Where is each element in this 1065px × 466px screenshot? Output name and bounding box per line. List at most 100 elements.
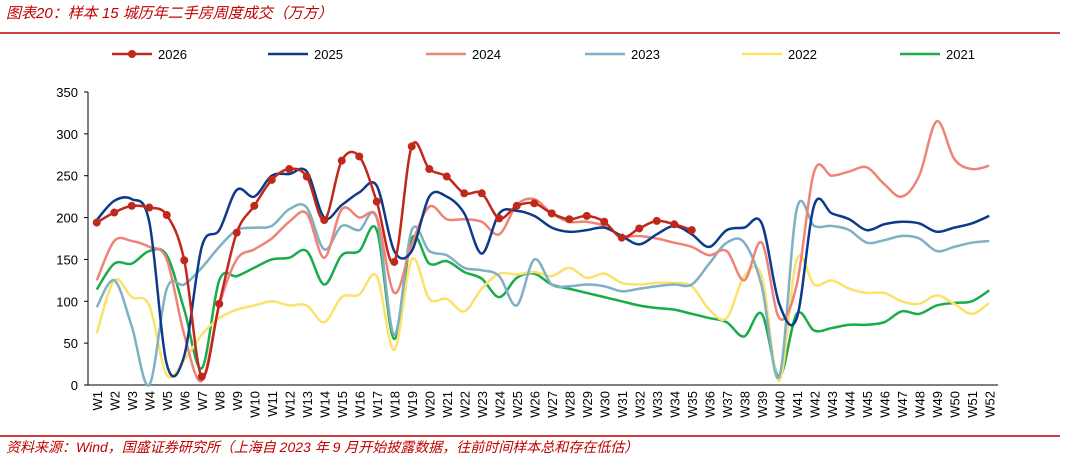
series-marker xyxy=(425,165,434,174)
series-marker xyxy=(442,172,451,181)
legend-marker xyxy=(128,50,136,58)
x-tick-label: W8 xyxy=(212,391,227,411)
x-tick-label: W43 xyxy=(825,391,840,418)
legend-label: 2026 xyxy=(158,47,187,62)
x-tick-label: W2 xyxy=(107,391,122,411)
x-tick-label: W28 xyxy=(562,391,577,418)
series-marker xyxy=(180,256,189,265)
x-tick-label: W46 xyxy=(877,391,892,418)
x-tick-label: W10 xyxy=(247,391,262,418)
series-marker xyxy=(250,201,259,210)
x-tick-label: W6 xyxy=(177,391,192,411)
x-tick-label: W13 xyxy=(300,391,315,418)
x-tick-label: W33 xyxy=(650,391,665,418)
series-marker xyxy=(337,156,346,165)
series-marker xyxy=(582,211,591,220)
x-tick-label: W23 xyxy=(475,391,490,418)
x-tick-label: W32 xyxy=(632,391,647,418)
x-tick-label: W5 xyxy=(160,391,175,411)
x-tick-label: W11 xyxy=(265,391,280,417)
series-marker xyxy=(127,201,136,210)
x-tick-label: W7 xyxy=(195,391,210,411)
x-tick-label: W34 xyxy=(667,391,682,418)
x-tick-label: W45 xyxy=(860,391,875,418)
x-tick-label: W41 xyxy=(790,391,805,418)
legend-label: 2021 xyxy=(946,47,975,62)
source: 资料来源：Wind，国盛证券研究所（上海自 2023 年 9 月开始披露数据，往… xyxy=(6,439,638,455)
y-tick-label: 0 xyxy=(71,378,78,393)
x-tick-label: W51 xyxy=(965,391,980,418)
series-line xyxy=(95,199,990,387)
series-marker xyxy=(355,152,364,161)
x-tick-label: W1 xyxy=(90,391,105,411)
series-line xyxy=(95,225,990,378)
y-tick-label: 350 xyxy=(56,85,78,100)
series-marker xyxy=(687,226,696,235)
series-marker xyxy=(477,189,486,198)
x-tick-label: W3 xyxy=(125,391,140,411)
x-tick-label: W4 xyxy=(142,391,157,411)
x-tick-label: W35 xyxy=(685,391,700,418)
series-marker xyxy=(320,216,329,225)
x-tick-label: W12 xyxy=(282,391,297,418)
legend-label: 2024 xyxy=(472,47,501,62)
x-tick-label: W17 xyxy=(370,391,385,418)
x-tick-label: W26 xyxy=(527,391,542,418)
x-tick-label: W25 xyxy=(510,391,525,418)
x-tick-label: W18 xyxy=(387,391,402,418)
y-tick-label: 300 xyxy=(56,127,78,142)
legend-label: 2025 xyxy=(314,47,343,62)
series-marker xyxy=(617,233,626,242)
x-tick-label: W42 xyxy=(807,391,822,418)
series-marker xyxy=(460,189,469,198)
series-marker xyxy=(145,203,154,212)
x-tick-label: W19 xyxy=(405,391,420,418)
x-tick-label: W16 xyxy=(352,391,367,418)
x-tick-label: W9 xyxy=(230,391,245,411)
y-tick-label: 250 xyxy=(56,169,78,184)
series-marker xyxy=(302,172,311,181)
series-marker xyxy=(92,218,101,227)
x-tick-label: W24 xyxy=(492,391,507,418)
x-tick-label: W49 xyxy=(930,391,945,418)
x-tick-label: W31 xyxy=(615,391,630,418)
x-tick-label: W27 xyxy=(545,391,560,418)
series-marker xyxy=(670,220,679,229)
series-marker xyxy=(372,197,381,206)
series-marker xyxy=(110,208,119,217)
series-marker xyxy=(547,209,556,218)
x-tick-label: W36 xyxy=(702,391,717,418)
x-tick-label: W50 xyxy=(947,391,962,418)
x-tick-label: W15 xyxy=(335,391,350,418)
x-tick-label: W14 xyxy=(317,391,332,418)
series-marker xyxy=(512,201,521,210)
x-tick-label: W22 xyxy=(457,391,472,418)
legend-label: 2023 xyxy=(631,47,660,62)
y-tick-label: 200 xyxy=(56,211,78,226)
series-marker xyxy=(197,372,206,381)
x-tick-label: W40 xyxy=(772,391,787,418)
series-marker xyxy=(652,216,661,225)
y-tick-label: 50 xyxy=(64,336,78,351)
x-tick-label: W20 xyxy=(422,391,437,418)
series-marker xyxy=(565,215,574,224)
series-line xyxy=(95,120,990,383)
series-marker xyxy=(407,142,416,151)
x-tick-label: W39 xyxy=(755,391,770,418)
series-marker xyxy=(285,165,294,174)
x-tick-label: W37 xyxy=(720,391,735,418)
x-tick-label: W52 xyxy=(982,391,997,418)
chart-title: 图表20：样本 15 城历年二手房周度成交（万方） xyxy=(6,5,333,22)
x-tick-label: W47 xyxy=(895,391,910,418)
x-tick-label: W38 xyxy=(737,391,752,418)
series-marker xyxy=(215,299,224,308)
series-marker xyxy=(635,224,644,233)
series-marker xyxy=(600,217,609,226)
y-tick-label: 150 xyxy=(56,252,78,267)
series-marker xyxy=(232,228,241,237)
series-line xyxy=(95,167,990,378)
series-marker xyxy=(267,175,276,184)
series-marker xyxy=(162,211,171,220)
